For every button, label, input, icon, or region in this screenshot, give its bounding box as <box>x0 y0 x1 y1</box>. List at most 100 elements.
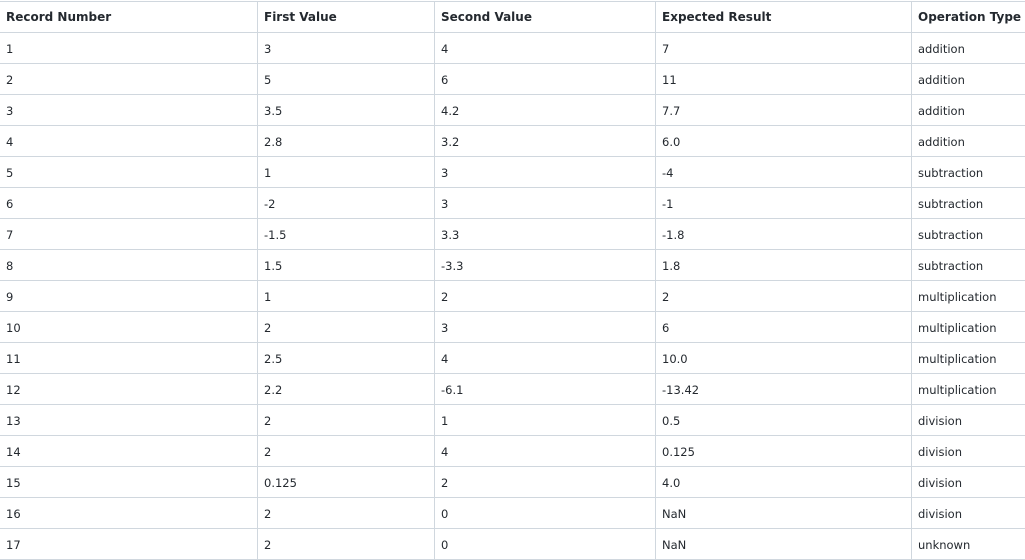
cell-second-value: 3 <box>435 157 656 188</box>
cell-record-number: 15 <box>0 467 258 498</box>
cell-text: 2 <box>441 290 448 304</box>
cell-second-value: 4 <box>435 33 656 64</box>
column-header-second-value[interactable]: Second Value <box>435 2 656 33</box>
cell-first-value: 2.2 <box>258 374 435 405</box>
cell-text: NaN <box>662 538 686 552</box>
cell-second-value: 0 <box>435 498 656 529</box>
cell-text: addition <box>918 104 965 118</box>
cell-record-number: 12 <box>0 374 258 405</box>
cell-expected-result: 11 <box>656 64 912 95</box>
cell-text: 11 <box>662 73 677 87</box>
cell-text: 0 <box>441 507 448 521</box>
cell-text: multiplication <box>918 352 996 366</box>
cell-text: 0 <box>441 538 448 552</box>
cell-operation-type: subtraction <box>912 188 1025 219</box>
cell-expected-result: 10.0 <box>656 343 912 374</box>
cell-text: unknown <box>918 538 970 552</box>
column-header-expected-result[interactable]: Expected Result <box>656 2 912 33</box>
cell-expected-result: 2 <box>656 281 912 312</box>
cell-second-value: 4 <box>435 436 656 467</box>
cell-text: addition <box>918 42 965 56</box>
cell-text: 10 <box>6 321 21 335</box>
cell-record-number: 2 <box>0 64 258 95</box>
cell-expected-result: -13.42 <box>656 374 912 405</box>
cell-operation-type: division <box>912 405 1025 436</box>
cell-text: division <box>918 476 962 490</box>
cell-text: 2 <box>264 445 271 459</box>
cell-operation-type: subtraction <box>912 250 1025 281</box>
cell-operation-type: division <box>912 467 1025 498</box>
cell-text: 3 <box>6 104 13 118</box>
cell-text: division <box>918 445 962 459</box>
cell-text: 2.8 <box>264 135 282 149</box>
cell-record-number: 4 <box>0 126 258 157</box>
cell-text: 2 <box>264 321 271 335</box>
cell-operation-type: division <box>912 436 1025 467</box>
cell-second-value: 2 <box>435 281 656 312</box>
cell-text: 2 <box>264 414 271 428</box>
cell-second-value: 0 <box>435 529 656 560</box>
cell-text: subtraction <box>918 166 983 180</box>
cell-text: 4.0 <box>662 476 680 490</box>
cell-first-value: 2 <box>258 498 435 529</box>
cell-text: -3.3 <box>441 259 463 273</box>
column-header-operation-type[interactable]: Operation Type <box>912 2 1025 33</box>
cell-record-number: 9 <box>0 281 258 312</box>
cell-text: 2 <box>6 73 13 87</box>
cell-text: 10.0 <box>662 352 688 366</box>
cell-expected-result: 0.5 <box>656 405 912 436</box>
cell-text: 6 <box>6 197 13 211</box>
cell-text: 3 <box>441 197 448 211</box>
cell-operation-type: addition <box>912 33 1025 64</box>
cell-text: -1.5 <box>264 228 286 242</box>
cell-record-number: 8 <box>0 250 258 281</box>
cell-second-value: -3.3 <box>435 250 656 281</box>
cell-text: 4.2 <box>441 104 459 118</box>
cell-expected-result: 7 <box>656 33 912 64</box>
cell-second-value: 3 <box>435 312 656 343</box>
cell-operation-type: multiplication <box>912 281 1025 312</box>
cell-text: 4 <box>441 352 448 366</box>
cell-expected-result: -4 <box>656 157 912 188</box>
cell-text: NaN <box>662 507 686 521</box>
cell-record-number: 10 <box>0 312 258 343</box>
cell-text: 2 <box>264 538 271 552</box>
column-header-first-value[interactable]: First Value <box>258 2 435 33</box>
cell-operation-type: subtraction <box>912 219 1025 250</box>
cell-second-value: 1 <box>435 405 656 436</box>
column-header-record-number[interactable]: Record Number <box>0 2 258 33</box>
cell-text: division <box>918 507 962 521</box>
cell-second-value: 4.2 <box>435 95 656 126</box>
cell-second-value: -6.1 <box>435 374 656 405</box>
cell-text: division <box>918 414 962 428</box>
cell-text: 7.7 <box>662 104 680 118</box>
cell-expected-result: 4.0 <box>656 467 912 498</box>
cell-text: 17 <box>6 538 21 552</box>
cell-text: multiplication <box>918 290 996 304</box>
cell-text: 6 <box>441 73 448 87</box>
cell-first-value: 1.5 <box>258 250 435 281</box>
cell-expected-result: NaN <box>656 529 912 560</box>
cell-text: -1 <box>662 197 673 211</box>
cell-text: 0.125 <box>662 445 695 459</box>
cell-text: 3 <box>264 42 271 56</box>
cell-record-number: 11 <box>0 343 258 374</box>
cell-text: 7 <box>662 42 669 56</box>
cell-first-value: -1.5 <box>258 219 435 250</box>
cell-text: 1 <box>6 42 13 56</box>
cell-text: 1.8 <box>662 259 680 273</box>
cell-record-number: 3 <box>0 95 258 126</box>
cell-text: 5 <box>6 166 13 180</box>
cell-first-value: 1 <box>258 281 435 312</box>
cell-expected-result: NaN <box>656 498 912 529</box>
cell-text: addition <box>918 73 965 87</box>
